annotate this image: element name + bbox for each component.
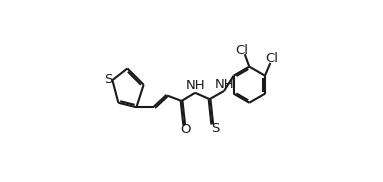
Text: NH: NH [214,78,234,91]
Text: NH: NH [186,79,205,92]
Text: O: O [180,123,191,136]
Text: Cl: Cl [236,44,249,57]
Text: Cl: Cl [265,52,278,65]
Text: S: S [211,122,220,135]
Text: S: S [105,73,113,86]
